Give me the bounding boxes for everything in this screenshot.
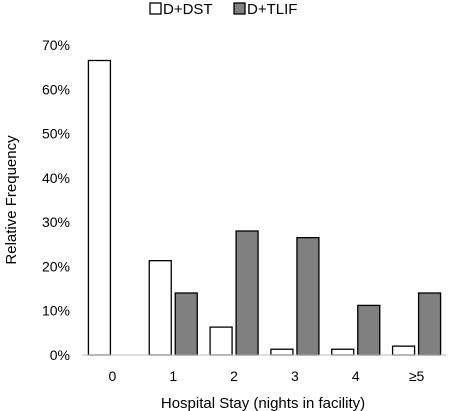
y-tick-label: 50% (42, 126, 70, 142)
x-tick-label: 4 (352, 368, 360, 384)
bar-d-dst-0 (87, 59, 112, 356)
bar-d-dst-1 (148, 260, 172, 356)
y-tick-label: 20% (42, 258, 70, 274)
bar-d-tlif-5 (417, 292, 442, 356)
y-axis-title: Relative Frequency (3, 135, 20, 265)
x-tick-label: 1 (169, 368, 177, 384)
bar-d-tlif-3 (296, 236, 320, 356)
y-tick-label: 10% (42, 303, 70, 319)
bar-d-dst-4 (331, 348, 355, 356)
y-tick-label: 30% (42, 214, 70, 230)
x-tick-label: 0 (109, 368, 117, 384)
y-axis: 0% 10% 20% 30% 40% 50% 60% 70% (42, 37, 70, 363)
legend-label: D+DST (163, 1, 213, 18)
bar-d-tlif-2 (235, 230, 259, 356)
y-tick-label: 70% (42, 37, 70, 53)
x-axis-title: Hospital Stay (nights in facility) (161, 395, 365, 411)
x-tick-label: 2 (230, 368, 238, 384)
legend-swatch (233, 2, 246, 15)
bar-d-dst-5 (391, 345, 416, 356)
y-tick-label: 60% (42, 81, 70, 97)
y-tick-label: 0% (50, 347, 70, 363)
legend-swatch (149, 2, 162, 15)
bar-d-dst-3 (270, 348, 294, 356)
x-axis: 0 1 2 3 4 ≥5 (82, 354, 447, 384)
legend: D+DST D+TLIF (149, 1, 297, 18)
x-tick-label: ≥5 (409, 368, 425, 384)
y-tick-label: 40% (42, 170, 70, 186)
legend-label: D+TLIF (247, 1, 297, 18)
bar-d-tlif-4 (357, 304, 381, 356)
bar-d-tlif-1 (174, 292, 198, 356)
bar-d-dst-2 (209, 326, 233, 356)
bars (87, 59, 442, 356)
x-tick-label: 3 (291, 368, 299, 384)
